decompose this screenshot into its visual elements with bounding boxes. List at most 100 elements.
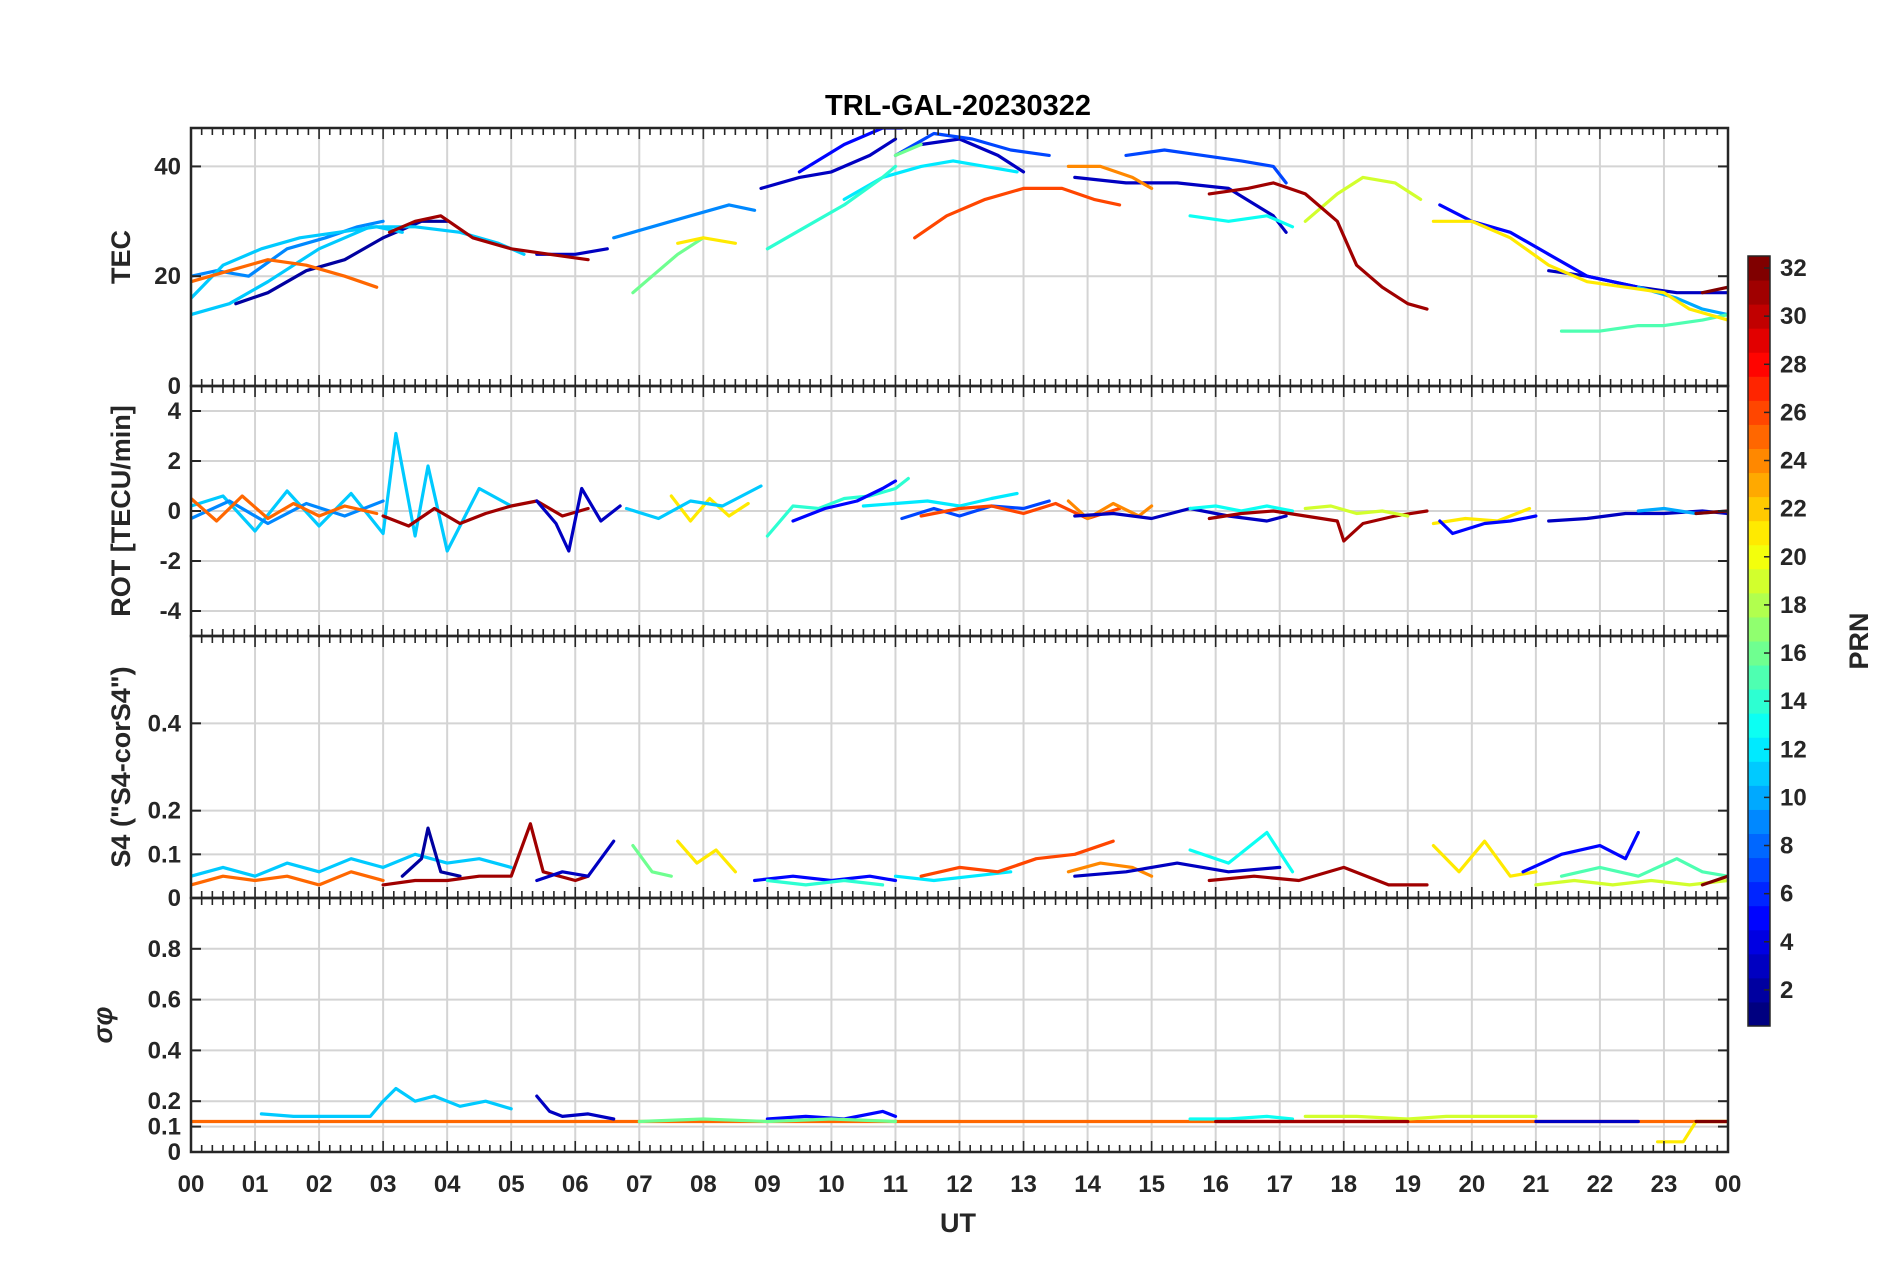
- series-line-prn-11: [624, 484, 763, 521]
- colorbar-swatch: [1748, 761, 1770, 786]
- colorbar-tick-label: 8: [1780, 833, 1793, 860]
- colorbar-swatch: [1748, 689, 1770, 714]
- series-line-prn-19: [1303, 504, 1410, 518]
- y-tick-label: 0.4: [148, 710, 182, 737]
- series-line-prn-5: [1438, 514, 1538, 536]
- series-line-prn-24: [1066, 861, 1154, 878]
- series-group: [191, 431, 1728, 553]
- colorbar-tick-label: 10: [1780, 784, 1807, 811]
- colorbar-swatch: [1748, 833, 1770, 859]
- series-line-prn-19: [1534, 878, 1728, 887]
- colorbar-swatch: [1748, 496, 1770, 522]
- panel-4: 00.10.2 0.4 0.6 0.8 σφ: [88, 896, 1730, 1166]
- series-line-prn-31: [1207, 509, 1429, 543]
- y-tick-label: 20: [154, 263, 181, 290]
- colorbar-swatch: [1748, 785, 1770, 810]
- series-line-prn-16: [631, 236, 705, 295]
- colorbar-swatch: [1748, 977, 1770, 1003]
- x-tick-label: 11: [883, 1171, 908, 1198]
- panel-1: 0 20 40 TEC: [106, 126, 1730, 400]
- colorbar-swatch: [1748, 929, 1770, 955]
- series-line-prn-16: [631, 843, 673, 878]
- colorbar-swatch: [1748, 713, 1770, 738]
- series-group: [191, 128, 1728, 333]
- y-tick-label: 0: [168, 1139, 181, 1166]
- colorbar-swatch: [1748, 400, 1770, 425]
- panel-3: 0 0.1 0.2 0.4 S4 ("S4-corS4"): [106, 634, 1730, 912]
- series-line-prn-25: [191, 494, 379, 523]
- colorbar-frame: [1747, 255, 1771, 1027]
- y-tick-label: 0: [168, 373, 181, 400]
- series-line-prn-2: [400, 826, 462, 878]
- colorbar-swatch: [1748, 472, 1770, 498]
- series-line-prn-3: [535, 486, 622, 553]
- colorbar-swatch: [1748, 568, 1770, 594]
- series-line-prn-14: [765, 476, 910, 538]
- series-line-prn-5: [1521, 830, 1640, 874]
- series-line-prn-31: [387, 214, 590, 262]
- x-tick-label: 00: [178, 1171, 205, 1198]
- y-tick-label: 40: [154, 153, 181, 180]
- x-axis: 00 01 02 03 04 05 06 07 08 09 10 11 12 13 14 15 16 17 18 19…: [178, 1171, 1742, 1198]
- colorbar-swatch: [1748, 352, 1770, 377]
- x-tick-label: 20: [1458, 1171, 1485, 1198]
- series-line-prn-7: [1124, 148, 1288, 185]
- series-line-prn-13: [1188, 214, 1295, 229]
- series-line-prn-12: [861, 491, 1019, 508]
- colorbar-tick-label: 28: [1780, 351, 1807, 378]
- colorbar-tick-label: 4: [1780, 929, 1794, 956]
- y-axis-label: σφ: [88, 1007, 118, 1044]
- series-line-prn-5: [797, 128, 904, 174]
- colorbar-tick-label: 6: [1780, 881, 1793, 908]
- series-line-prn-31: [1207, 181, 1429, 311]
- series-line-prn-32: [1700, 285, 1728, 295]
- y-tick-label: 2: [168, 448, 181, 475]
- series-line-prn-3: [919, 137, 1026, 174]
- colorbar-swatch: [1748, 809, 1770, 834]
- colorbar-tick-label: 30: [1780, 303, 1807, 330]
- x-tick-label: 04: [434, 1171, 461, 1198]
- series-line-prn-32: [1700, 874, 1728, 887]
- series-line-prn-5: [1438, 203, 1640, 289]
- colorbar-tick-label: 18: [1780, 592, 1807, 619]
- x-tick-label: 12: [946, 1171, 973, 1198]
- colorbar-swatch: [1748, 520, 1770, 546]
- colorbar-swatch: [1748, 641, 1770, 666]
- x-tick-label: 23: [1651, 1171, 1678, 1198]
- y-tick-label: 0.1: [148, 1114, 181, 1141]
- series-line-prn-21: [1431, 506, 1532, 526]
- series-line-prn-3: [535, 1094, 616, 1121]
- series-line-prn-13: [1188, 504, 1295, 513]
- series-line-prn-31: [381, 822, 590, 887]
- colorbar-tick-label: 14: [1780, 688, 1807, 715]
- series-line-prn-7: [893, 131, 1051, 157]
- y-tick-label: 0.2: [148, 1088, 181, 1115]
- series-line-prn-13: [1188, 1114, 1295, 1121]
- y-tick-label: 0.1: [148, 841, 181, 868]
- x-tick-label: 16: [1202, 1171, 1229, 1198]
- y-axis-label: ROT [TECU/min]: [106, 405, 136, 616]
- series-line-prn-25: [191, 258, 379, 289]
- y-tick-label: 0.6: [148, 987, 181, 1014]
- x-tick-label: 09: [754, 1171, 781, 1198]
- x-tick-label: 01: [242, 1171, 269, 1198]
- series-group: [191, 822, 1728, 887]
- series-line-prn-16: [893, 142, 923, 157]
- x-tick-label: 10: [818, 1171, 845, 1198]
- colorbar-swatch: [1748, 665, 1770, 690]
- series-line-prn-7: [900, 499, 1051, 521]
- series-line-prn-9: [191, 499, 385, 526]
- colorbar-swatch: [1748, 280, 1770, 305]
- series-line-prn-21: [1431, 219, 1728, 322]
- colorbar-swatch: [1748, 328, 1770, 353]
- series-line-prn-3: [1073, 861, 1282, 878]
- y-tick-label: 0: [168, 885, 181, 912]
- x-tick-label: 17: [1266, 1171, 1293, 1198]
- series-line-prn-16: [637, 1117, 898, 1124]
- series-line-prn-19: [1303, 175, 1423, 223]
- y-tick-label: 0.2: [148, 798, 181, 825]
- x-tick-label: 19: [1394, 1171, 1421, 1198]
- colorbar-tick-label: 12: [1780, 736, 1807, 763]
- y-tick-label: 0: [168, 498, 181, 525]
